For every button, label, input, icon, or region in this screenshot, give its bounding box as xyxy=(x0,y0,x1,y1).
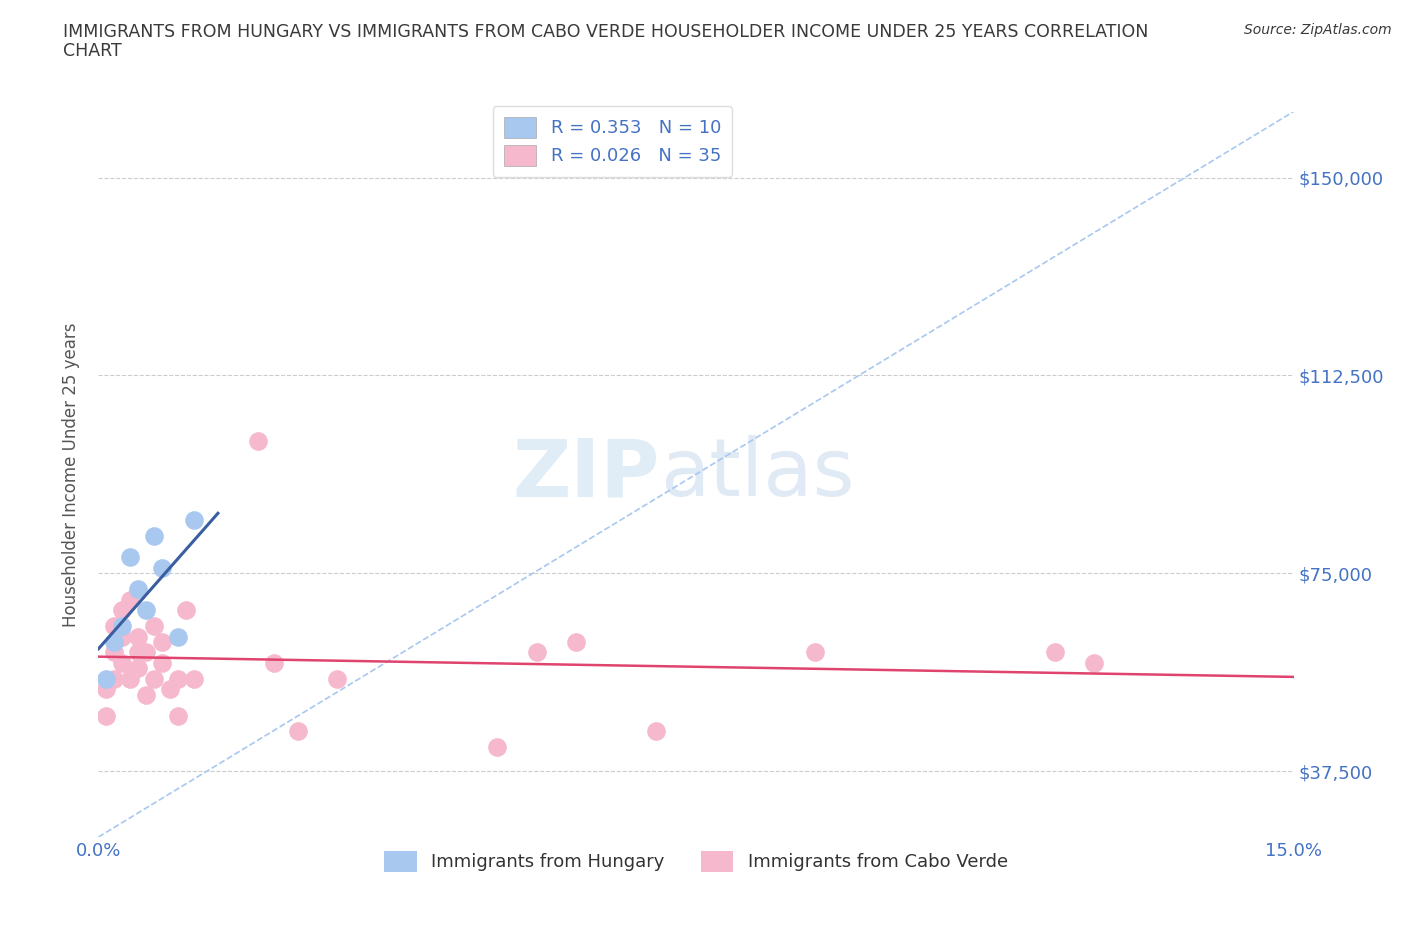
Point xyxy=(127,660,149,675)
Point xyxy=(326,671,349,686)
Legend: Immigrants from Hungary, Immigrants from Cabo Verde: Immigrants from Hungary, Immigrants from… xyxy=(377,844,1015,879)
Point xyxy=(1083,656,1105,671)
Point xyxy=(150,634,173,649)
Point xyxy=(127,644,149,659)
Point xyxy=(96,709,118,724)
Point xyxy=(120,671,142,686)
Point xyxy=(111,629,134,644)
Point xyxy=(120,550,142,565)
Point xyxy=(103,618,125,633)
Point xyxy=(565,634,588,649)
Point xyxy=(150,561,173,576)
Point xyxy=(804,644,827,659)
Y-axis label: Householder Income Under 25 years: Householder Income Under 25 years xyxy=(62,322,80,627)
Point xyxy=(127,629,149,644)
Point xyxy=(1043,644,1066,659)
Point xyxy=(143,671,166,686)
Point xyxy=(135,603,157,618)
Point xyxy=(111,603,134,618)
Point xyxy=(159,682,181,697)
Point xyxy=(143,529,166,544)
Point xyxy=(526,644,548,659)
Point xyxy=(174,603,197,618)
Point xyxy=(127,581,149,596)
Point xyxy=(103,644,125,659)
Text: ZIP: ZIP xyxy=(513,435,661,513)
Point xyxy=(150,656,173,671)
Point xyxy=(263,656,285,671)
Point xyxy=(143,618,166,633)
Point xyxy=(96,671,118,686)
Point xyxy=(485,740,508,755)
Point xyxy=(183,513,205,528)
Text: Source: ZipAtlas.com: Source: ZipAtlas.com xyxy=(1244,23,1392,37)
Point xyxy=(167,709,190,724)
Point xyxy=(287,724,309,739)
Point xyxy=(111,656,134,671)
Point xyxy=(183,671,205,686)
Point xyxy=(167,671,190,686)
Point xyxy=(135,687,157,702)
Text: CHART: CHART xyxy=(63,42,122,60)
Point xyxy=(645,724,668,739)
Point xyxy=(103,671,125,686)
Point xyxy=(167,629,190,644)
Text: IMMIGRANTS FROM HUNGARY VS IMMIGRANTS FROM CABO VERDE HOUSEHOLDER INCOME UNDER 2: IMMIGRANTS FROM HUNGARY VS IMMIGRANTS FR… xyxy=(63,23,1149,41)
Point xyxy=(96,682,118,697)
Point xyxy=(246,434,269,449)
Point xyxy=(103,634,125,649)
Point xyxy=(120,592,142,607)
Text: atlas: atlas xyxy=(661,435,855,513)
Point xyxy=(135,644,157,659)
Point xyxy=(111,618,134,633)
